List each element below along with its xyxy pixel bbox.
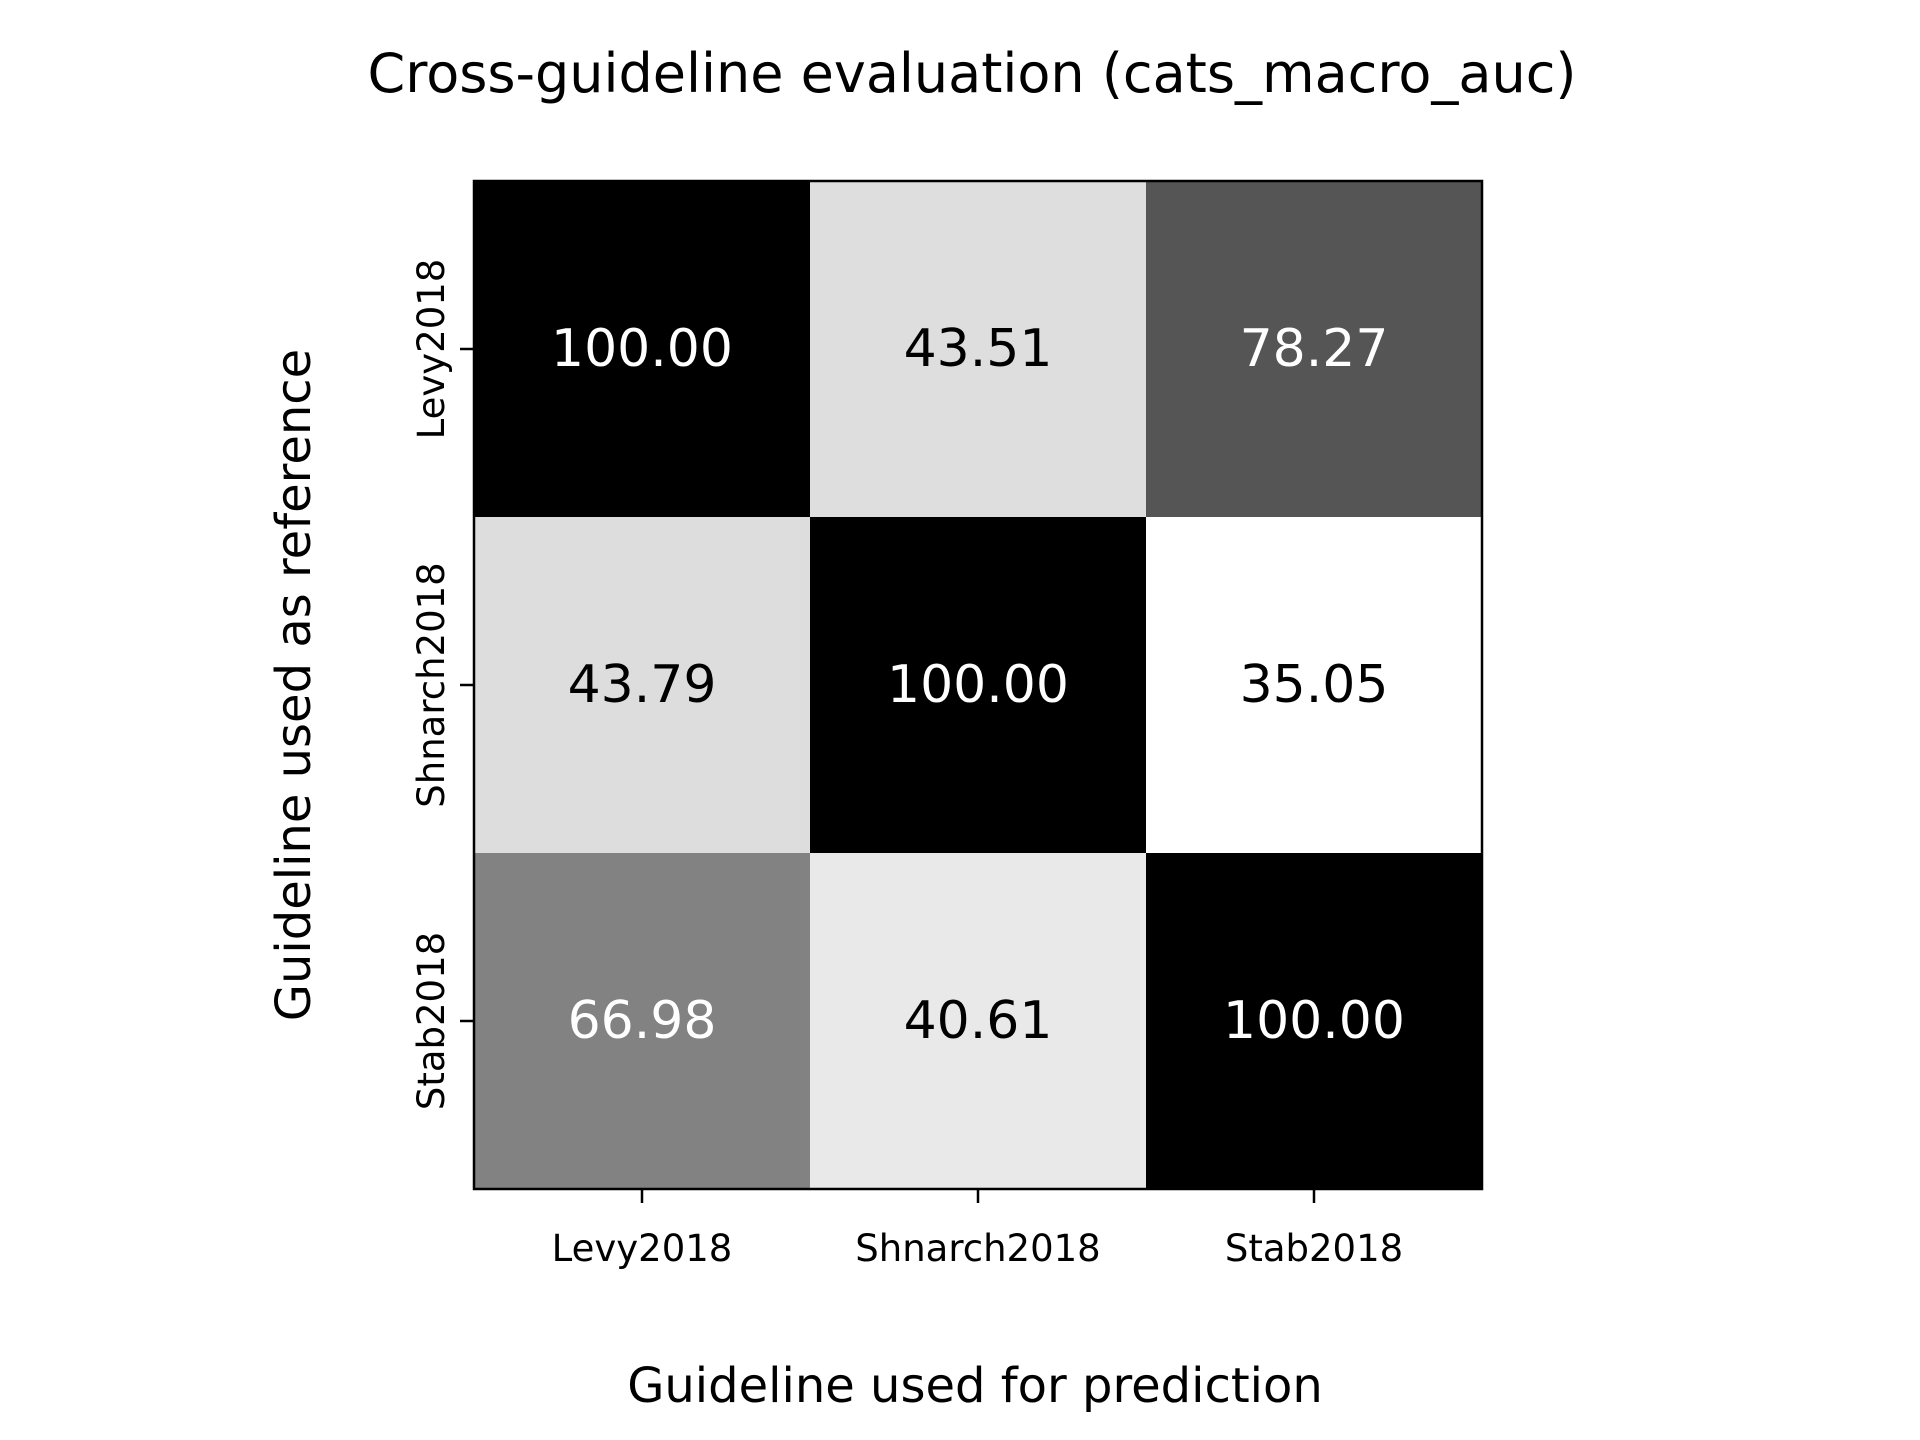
y-axis-label: Guideline used as reference (266, 349, 322, 1021)
cell-value-label: 40.61 (904, 991, 1053, 1051)
heatmap-cell (474, 853, 811, 1190)
x-tick-label: Levy2018 (552, 1227, 733, 1270)
cell-value-label: 43.51 (904, 319, 1053, 379)
cell-value-label: 100.00 (887, 655, 1069, 715)
heatmap-cell (810, 853, 1147, 1190)
chart-title: Cross-guideline evaluation (cats_macro_a… (368, 42, 1577, 105)
cell-value-label: 100.00 (1223, 991, 1405, 1051)
x-tick-label: Stab2018 (1225, 1227, 1403, 1270)
y-tick-label: Stab2018 (410, 932, 453, 1110)
heatmap-cell-labels: 100.00 43.51 78.27 43.79 100.00 35.05 66.98 40.… (551, 319, 1405, 1051)
y-axis-ticks: Levy2018 Shnarch2018 Stab2018 (410, 259, 474, 1110)
heatmap-cell (1146, 517, 1483, 854)
heatmap-cells (474, 181, 1483, 1190)
y-tick-label: Levy2018 (410, 259, 453, 440)
cell-value-label: 66.98 (568, 991, 717, 1051)
y-tick-label: Shnarch2018 (410, 562, 453, 807)
heatmap-cell (474, 181, 811, 518)
heatmap-cell (810, 181, 1147, 518)
cell-value-label: 35.05 (1240, 655, 1389, 715)
heatmap-cell (810, 517, 1147, 854)
cell-value-label: 100.00 (551, 319, 733, 379)
heatmap-cell (1146, 853, 1483, 1190)
heatmap-cell (474, 517, 811, 854)
x-axis-label: Guideline used for prediction (627, 1358, 1323, 1414)
cell-value-label: 43.79 (568, 655, 717, 715)
heatmap-cell (1146, 181, 1483, 518)
cell-value-label: 78.27 (1240, 319, 1389, 379)
x-axis-ticks: Levy2018 Shnarch2018 Stab2018 (552, 1189, 1403, 1270)
x-tick-label: Shnarch2018 (855, 1227, 1100, 1270)
